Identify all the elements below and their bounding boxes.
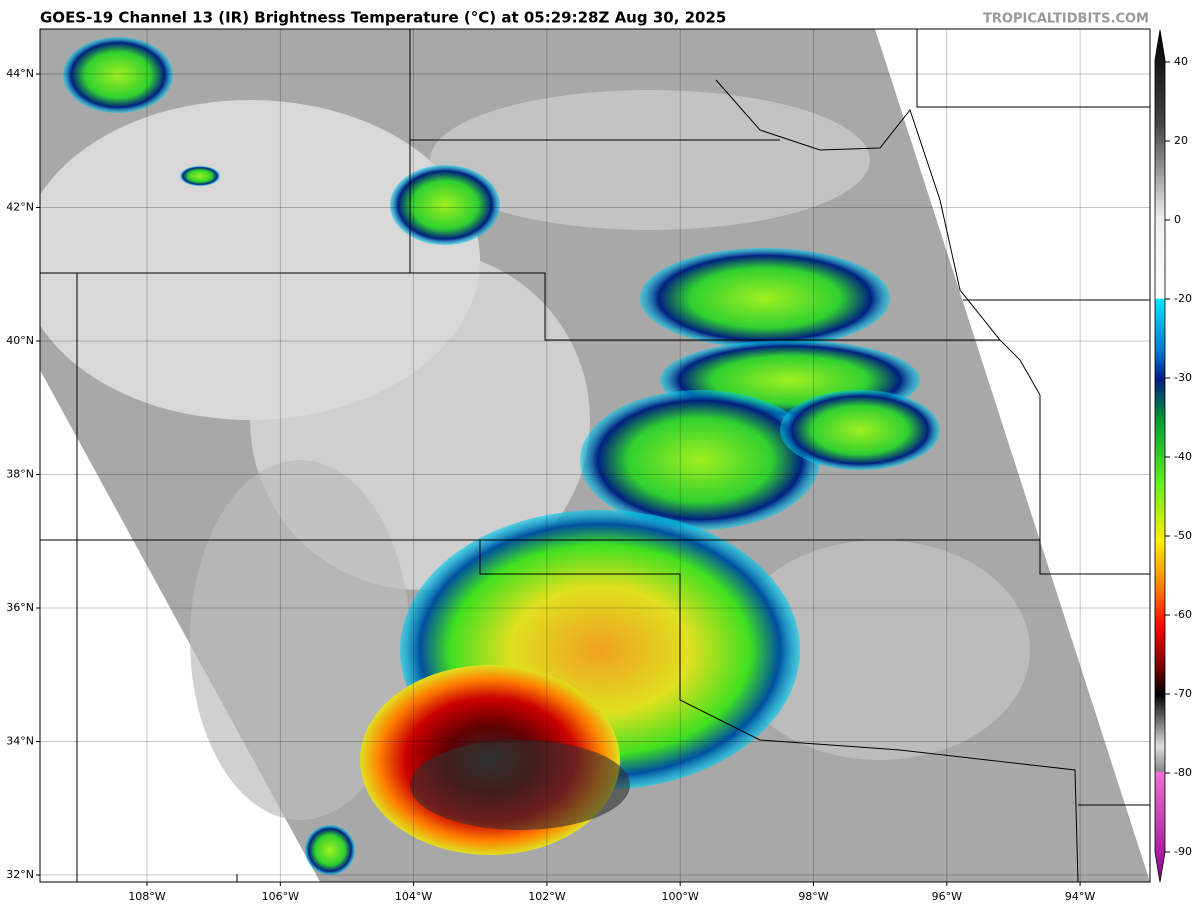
colorbar: 40 20 0 -20 -30 -40 -50 -60 -70 -80 -90 xyxy=(1154,29,1192,883)
colorbar-tick-label: -70 xyxy=(1174,687,1192,700)
colorbar-scale xyxy=(1154,29,1166,883)
map-frame xyxy=(39,28,1151,883)
colorbar-tick-label: -50 xyxy=(1174,529,1192,542)
storm-cell xyxy=(180,166,220,186)
lon-label: 98°W xyxy=(798,890,828,903)
storm-cell xyxy=(780,390,940,470)
lon-label: 108°W xyxy=(128,890,165,903)
colorbar-tick-label: -40 xyxy=(1174,450,1192,463)
storm-cell xyxy=(390,165,500,245)
lon-label: 100°W xyxy=(662,890,699,903)
colorbar-tick-label: 20 xyxy=(1174,134,1188,147)
lon-label: 96°W xyxy=(932,890,962,903)
lat-label: 38°N xyxy=(6,468,34,481)
colorbar-tick-label: -80 xyxy=(1174,766,1192,779)
lon-label: 94°W xyxy=(1065,890,1095,903)
lat-label: 40°N xyxy=(6,334,34,347)
state-border xyxy=(40,272,1000,341)
storm-cell xyxy=(305,825,355,875)
storm-cell xyxy=(580,390,820,530)
map-imagery xyxy=(40,29,1150,882)
river-border xyxy=(715,79,1041,396)
colorbar-tick-label: -20 xyxy=(1174,292,1192,305)
state-border xyxy=(479,540,1079,882)
colorbar-tick-label: -30 xyxy=(1174,371,1192,384)
lat-label: 42°N xyxy=(6,201,34,214)
lon-label: 106°W xyxy=(262,890,299,903)
cloud-layer xyxy=(190,460,410,820)
lon-label: 104°W xyxy=(395,890,432,903)
watermark: TROPICALTIDBITS.COM xyxy=(983,12,1149,27)
colorbar-tick-label: -90 xyxy=(1174,845,1192,858)
overshooting-top xyxy=(410,740,630,830)
colorbar-tick-label: 0 xyxy=(1174,213,1181,226)
lon-label: 102°W xyxy=(528,890,565,903)
lat-label: 44°N xyxy=(6,67,34,80)
boundaries xyxy=(40,29,1150,882)
graticule: 44°N 42°N 40°N 38°N 36°N 34°N 32°N 108°W 106°W 10… xyxy=(6,29,1150,903)
storm-cell xyxy=(63,37,173,113)
lat-label: 36°N xyxy=(6,601,34,614)
storm-cell xyxy=(640,248,890,348)
cloud-layer xyxy=(430,90,870,230)
colorbar-tick-label: -60 xyxy=(1174,608,1192,621)
state-border xyxy=(916,29,1150,108)
state-border xyxy=(1039,395,1150,575)
colorbar-tick-label: 40 xyxy=(1174,55,1188,68)
lat-label: 34°N xyxy=(6,735,34,748)
lat-label: 32°N xyxy=(6,868,34,881)
title: GOES-19 Channel 13 (IR) Brightness Tempe… xyxy=(40,9,726,27)
cloud-layer xyxy=(730,540,1030,760)
